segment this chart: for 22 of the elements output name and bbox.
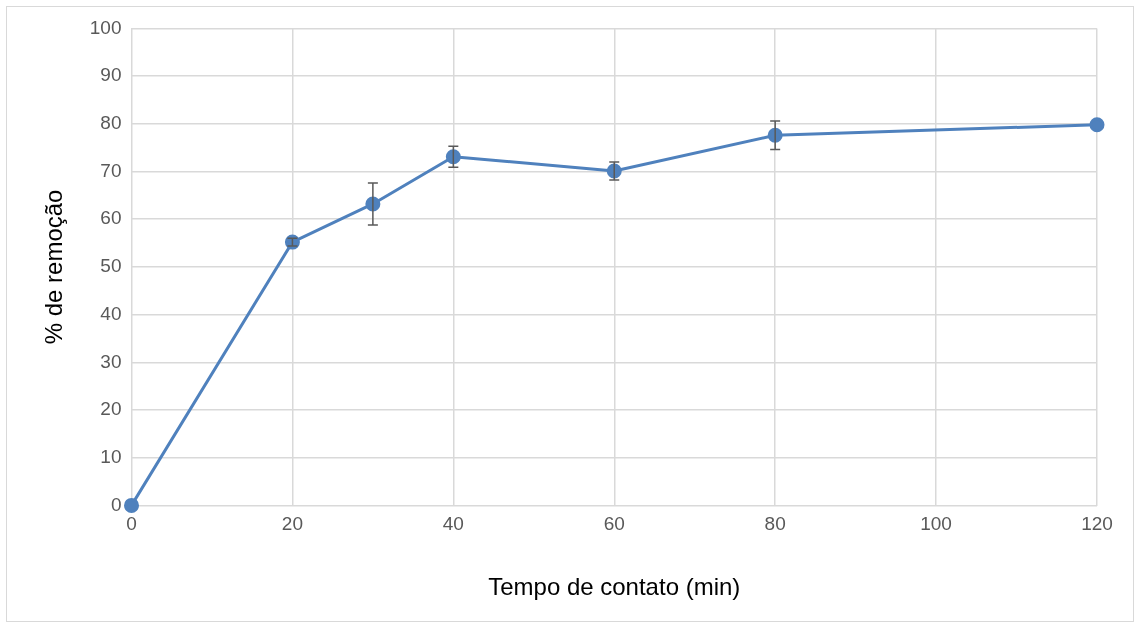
x-tick-label: 120 [1081, 513, 1113, 535]
y-tick-label: 70 [100, 159, 122, 181]
y-tick-label: 90 [100, 64, 122, 86]
x-tick-label: 40 [442, 513, 464, 535]
y-axis-title: % de remoção [40, 189, 68, 345]
y-tick-label: 80 [100, 112, 122, 134]
x-tick-label: 0 [126, 513, 137, 535]
x-tick-label: 80 [764, 513, 786, 535]
point [1089, 117, 1105, 133]
y-tick-label: 20 [100, 398, 122, 420]
x-tick-label: 20 [281, 513, 303, 535]
y-tick-label: 100 [89, 16, 122, 38]
y-tick-label: 60 [100, 207, 122, 229]
y-tick-label: 30 [100, 350, 122, 372]
y-tick-label: 50 [100, 255, 122, 277]
y-tick-label: 10 [100, 445, 122, 467]
y-tick-label: 40 [100, 302, 122, 324]
x-tick-label: 100 [920, 513, 952, 535]
x-tick-label: 60 [603, 513, 625, 535]
x-axis-title: Tempo de contato (min) [488, 573, 741, 601]
point [124, 497, 139, 513]
y-tick-label: 0 [110, 493, 122, 515]
